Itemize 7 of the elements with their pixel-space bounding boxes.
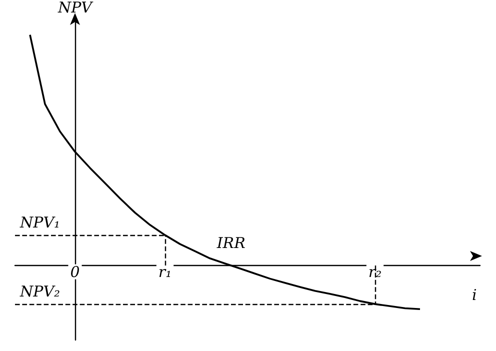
x-tick-label: r₁ — [158, 262, 172, 281]
ref-line-label: NPV₂ — [19, 282, 60, 301]
annotation: IRR — [216, 234, 246, 252]
x-tick-label: 0 — [70, 262, 80, 281]
ref-line-label: NPV₁ — [19, 214, 60, 232]
x-axis-title: i — [472, 286, 477, 304]
y-axis-title: NPV — [56, 0, 94, 16]
